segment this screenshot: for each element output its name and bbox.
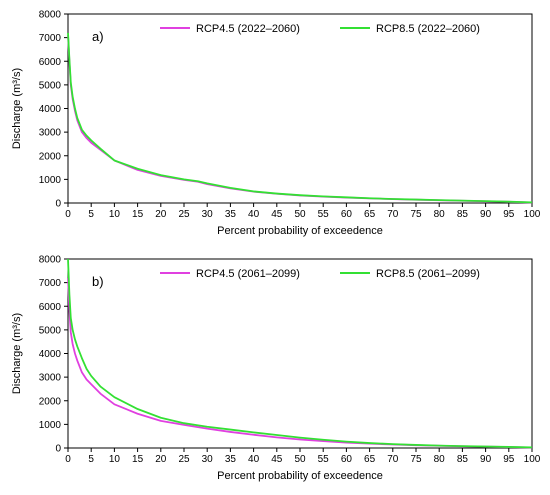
x-tick-label: 95 [503,209,515,220]
y-tick-label: 5000 [39,80,62,91]
x-tick-label: 40 [248,454,260,465]
legend-label: RCP4.5 (2022–2060) [196,23,300,35]
plot-frame [67,13,533,204]
y-tick-label: 8000 [39,10,62,21]
plot-frame [67,258,533,449]
x-tick-label: 100 [524,209,541,220]
y-tick-label: 0 [55,444,61,455]
x-tick-label: 20 [155,454,167,465]
x-tick-label: 10 [109,209,121,220]
x-tick-label: 65 [364,209,376,220]
x-tick-label: 20 [155,209,167,220]
series-line-rcp85 [67,258,533,449]
x-tick-label: 85 [457,454,469,465]
chart-panel-b: 0 5 10 15 20 25 30 35 40 45 50 55 60 65 70 75 80 85 90 95 10… [11,255,541,483]
x-tick-label: 100 [524,454,541,465]
y-tick-label: 3000 [39,373,62,384]
x-tick-label: 35 [225,209,237,220]
y-tick-label: 1000 [39,420,62,431]
x-tick-label: 60 [341,209,353,220]
x-tick-label: 65 [364,454,376,465]
x-tick-label: 95 [503,454,515,465]
x-tick-label: 55 [318,209,330,220]
y-tick-label: 0 [55,199,61,210]
x-tick-label: 15 [132,209,144,220]
legend-label: RCP8.5 (2022–2060) [376,23,480,35]
x-tick-label: 90 [480,454,492,465]
y-tick-label: 7000 [39,33,62,44]
chart-panel-a: 0 5 10 15 20 25 30 35 40 45 50 55 60 65 70 75 80 85 90 95 10… [11,10,541,238]
x-tick-label: 70 [387,454,399,465]
y-tick-label: 8000 [39,255,62,266]
y-tick-label: 7000 [39,278,62,289]
legend-label: RCP4.5 (2061–2099) [196,268,300,280]
x-tick-label: 50 [294,209,306,220]
x-tick-label: 15 [132,454,144,465]
panel-label: a) [92,29,104,44]
x-tick-label: 55 [318,454,330,465]
x-axis-title: Percent probability of exceedence [217,470,383,482]
legend-label: RCP8.5 (2061–2099) [376,268,480,280]
y-tick-label: 6000 [39,302,62,313]
x-tick-label: 75 [410,209,422,220]
x-tick-label: 25 [178,454,190,465]
y-tick-label: 4000 [39,104,62,115]
x-tick-label: 80 [434,454,446,465]
y-axis-title: Discharge (m³/s) [11,313,23,394]
x-tick-label: 10 [109,454,121,465]
x-tick-label: 5 [88,209,94,220]
y-tick-label: 1000 [39,175,62,186]
x-tick-label: 30 [202,209,214,220]
x-tick-label: 70 [387,209,399,220]
x-tick-label: 60 [341,454,353,465]
x-tick-label: 40 [248,209,260,220]
x-tick-label: 0 [65,209,71,220]
x-tick-label: 45 [271,454,283,465]
x-tick-label: 35 [225,454,237,465]
x-tick-label: 30 [202,454,214,465]
panel-label: b) [92,274,104,289]
x-tick-label: 25 [178,209,190,220]
y-tick-label: 5000 [39,325,62,336]
x-tick-label: 45 [271,209,283,220]
x-tick-label: 50 [294,454,306,465]
x-tick-label: 5 [88,454,94,465]
x-tick-label: 80 [434,209,446,220]
y-tick-label: 4000 [39,349,62,360]
y-axis-title: Discharge (m³/s) [11,68,23,149]
series-line-rcp85 [67,32,533,204]
y-tick-label: 2000 [39,396,62,407]
y-tick-label: 2000 [39,151,62,162]
y-tick-label: 3000 [39,128,62,139]
x-tick-label: 90 [480,209,492,220]
x-axis-title: Percent probability of exceedence [217,225,383,237]
x-tick-label: 0 [65,454,71,465]
x-tick-label: 75 [410,454,422,465]
x-tick-label: 85 [457,209,469,220]
y-tick-label: 6000 [39,57,62,68]
